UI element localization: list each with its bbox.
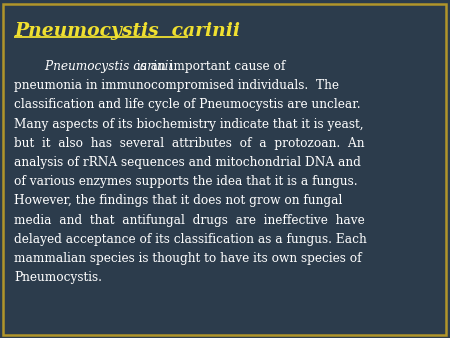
Text: Pneumocystis.: Pneumocystis.	[14, 271, 102, 284]
Text: media  and  that  antifungal  drugs  are  ineffective  have: media and that antifungal drugs are inef…	[14, 214, 365, 226]
Text: analysis of rRNA sequences and mitochondrial DNA and: analysis of rRNA sequences and mitochond…	[14, 156, 361, 169]
Text: classification and life cycle of Pneumocystis are unclear.: classification and life cycle of Pneumoc…	[14, 98, 360, 112]
Text: of various enzymes supports the idea that it is a fungus.: of various enzymes supports the idea tha…	[14, 175, 358, 188]
Text: Pneumocystis  carinii: Pneumocystis carinii	[14, 22, 240, 40]
Text: delayed acceptance of its classification as a fungus. Each: delayed acceptance of its classification…	[14, 233, 367, 246]
Text: but  it  also  has  several  attributes  of  a  protozoan.  An: but it also has several attributes of a …	[14, 137, 364, 150]
FancyBboxPatch shape	[3, 4, 446, 335]
Text: is an important cause of: is an important cause of	[133, 60, 286, 73]
Text: Many aspects of its biochemistry indicate that it is yeast,: Many aspects of its biochemistry indicat…	[14, 118, 364, 130]
Text: mammalian species is thought to have its own species of: mammalian species is thought to have its…	[14, 252, 362, 265]
Text: Pneumocystis carinii: Pneumocystis carinii	[14, 60, 172, 73]
Text: pneumonia in immunocompromised individuals.  The: pneumonia in immunocompromised individua…	[14, 79, 339, 92]
Text: However, the findings that it does not grow on fungal: However, the findings that it does not g…	[14, 194, 342, 208]
